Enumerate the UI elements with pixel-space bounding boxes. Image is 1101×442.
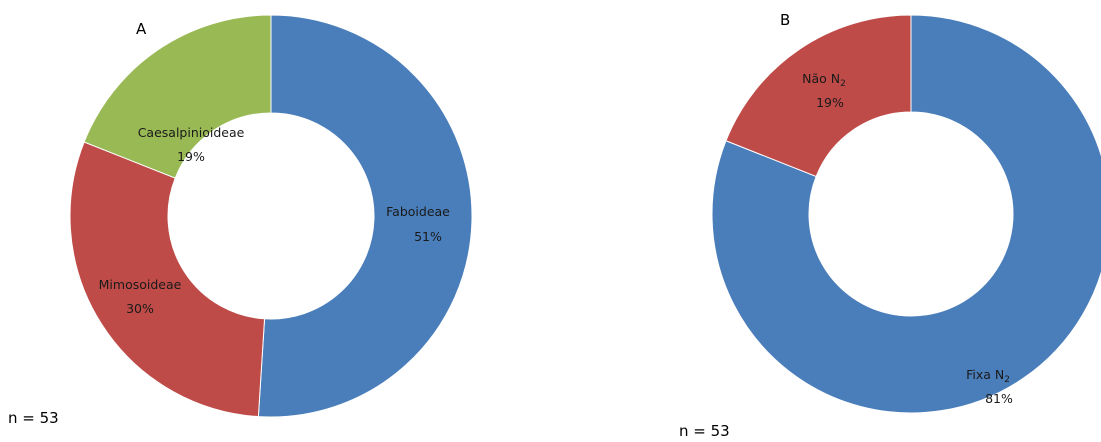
chart-b-slices [711,14,1101,414]
chart-b-label-nao-text: Não N [802,71,840,86]
chart-a-slice-caesalpinioideae [83,14,272,179]
chart-a-label-faboideae-name: Faboideae [386,204,450,219]
chart-a-slice-mimosoideae [69,141,266,418]
chart-b-slice-nao-n [725,14,912,178]
chart-a-label-caesalpinioideae-value: 19% [177,149,205,164]
chart-b-label-fixa-name: Fixa N2 [966,367,1010,385]
chart-a-n-label: n = 53 [8,409,59,427]
chart-a-label-mimosoideae-value: 30% [126,301,154,316]
chart-a-label-faboideae-value: 51% [414,229,442,244]
chart-b-slice-fixa-n [711,14,1101,414]
chart-a: A Faboideae 51% Mimosoideae 30% Caesalpi… [8,14,473,427]
chart-a-label-mimosoideae-name: Mimosoideae [99,277,182,292]
chart-a-title: A [136,20,147,38]
chart-b-label-nao-name: Não N2 [802,71,846,89]
chart-b-label-nao-subscript: 2 [840,79,846,89]
chart-b-label-nao-value: 19% [816,95,844,110]
chart-a-slices [69,14,473,418]
chart-b: B Fixa N2 81% Não N2 19% n = 53 [679,11,1101,440]
chart-a-label-caesalpinioideae-name: Caesalpinioideae [138,125,245,140]
chart-b-title: B [780,11,790,29]
chart-b-label-fixa-subscript: 2 [1004,375,1010,385]
chart-a-slice-faboideae [257,14,473,418]
chart-b-label-fixa-value: 81% [985,391,1013,406]
chart-b-n-label: n = 53 [679,422,730,440]
chart-b-label-fixa-text: Fixa N [966,367,1004,382]
